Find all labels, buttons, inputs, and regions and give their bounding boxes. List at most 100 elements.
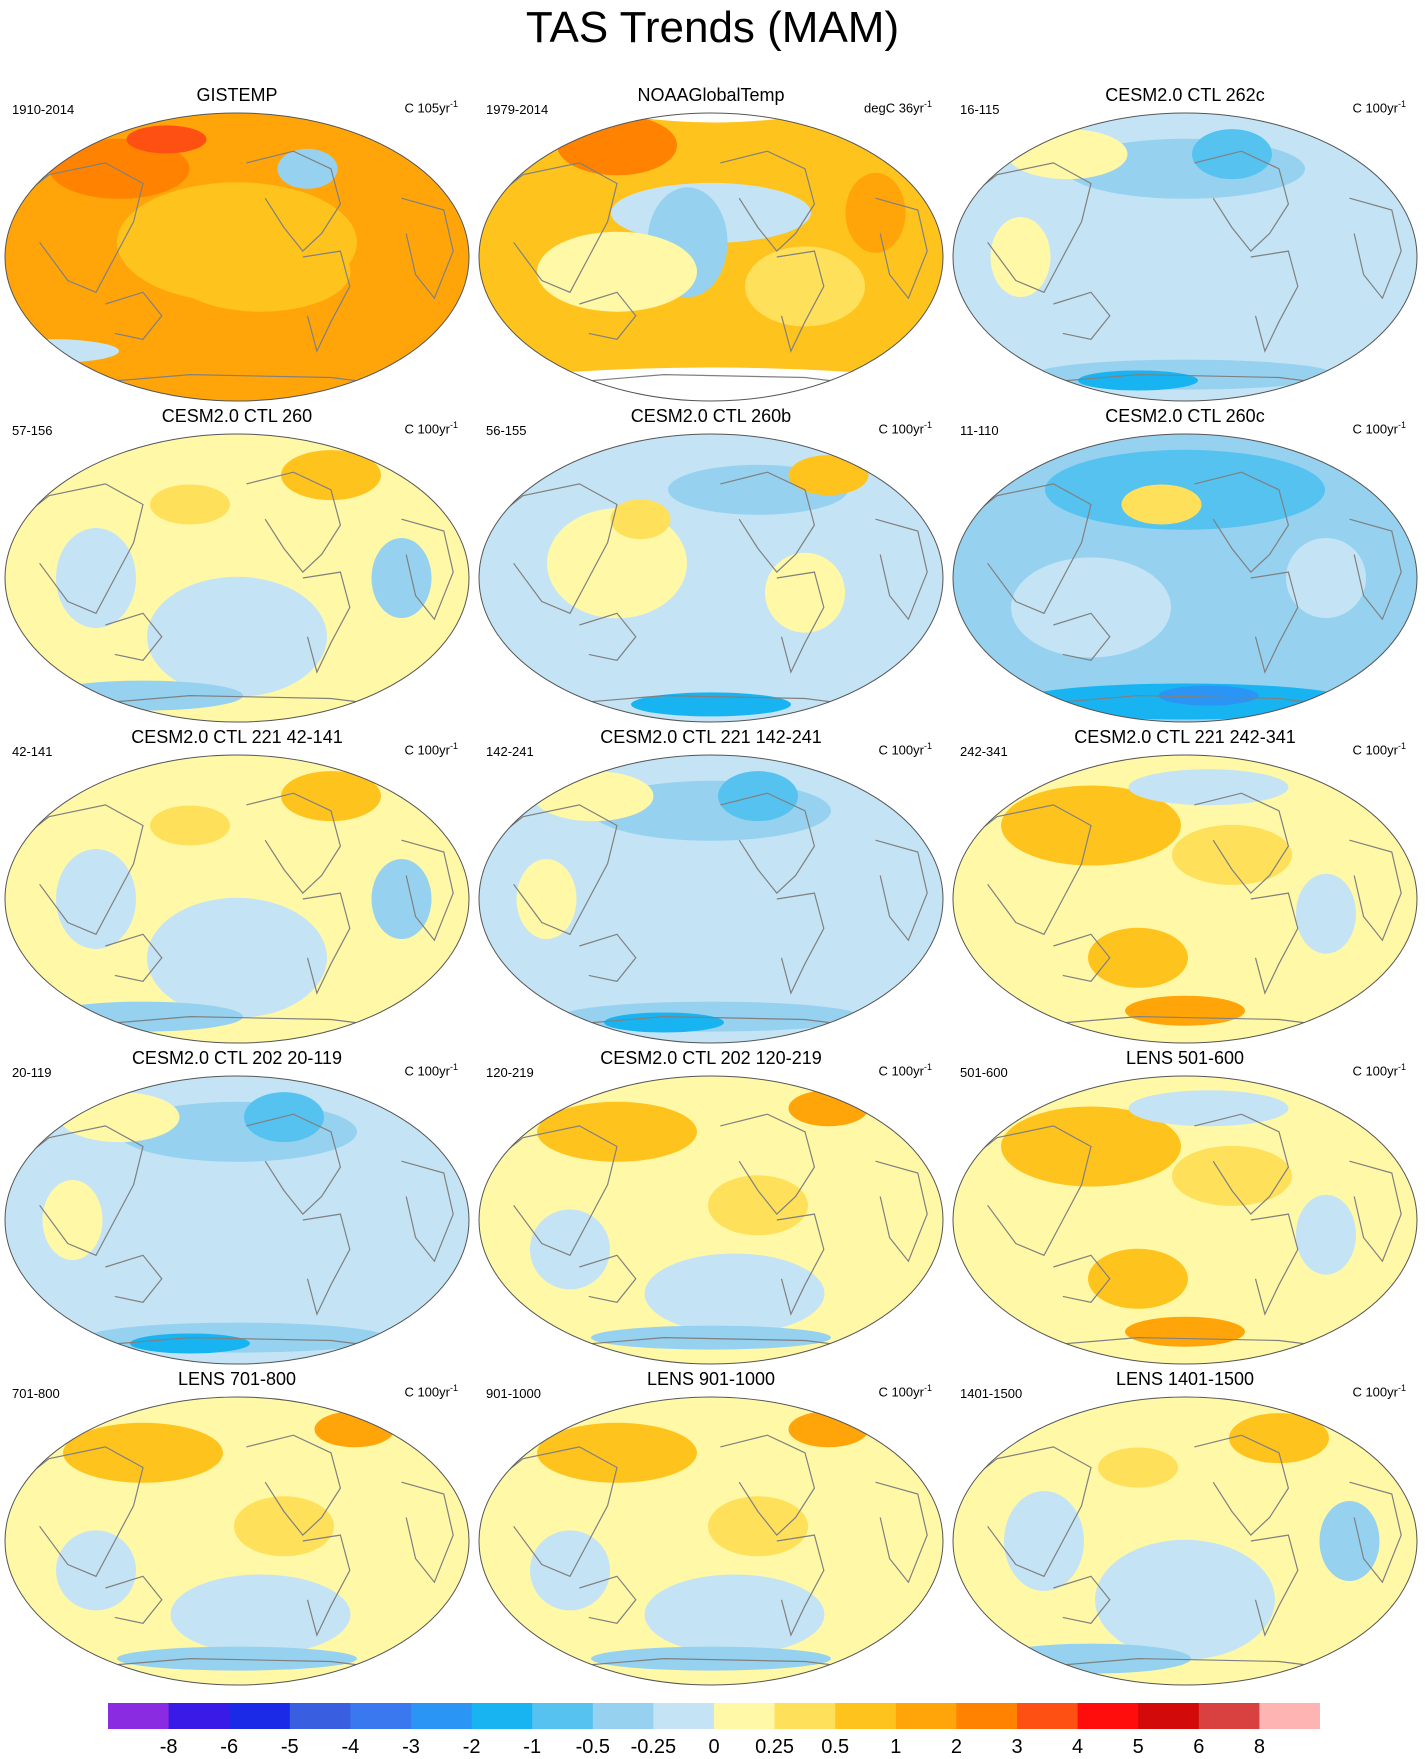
panel-year-range: 42-141 <box>12 744 53 759</box>
trend-region <box>745 246 865 327</box>
trend-map <box>4 754 470 1044</box>
trend-region <box>1319 1501 1380 1581</box>
panel-title: CESM2.0 CTL 221 42-141 <box>131 727 343 747</box>
trend-region <box>591 1646 831 1671</box>
panel-year-range: 901-1000 <box>486 1386 541 1401</box>
trend-region <box>150 484 230 525</box>
coastline <box>1194 471 1290 573</box>
map-panel: CESM2.0 CTL 202 120-219 120-219 C 100yr-1 <box>476 1047 946 1367</box>
trend-region <box>1088 927 1188 988</box>
coastline <box>875 1160 928 1263</box>
coastline <box>720 1113 816 1215</box>
colorbar-label: -5 <box>281 1736 299 1755</box>
coastline <box>302 250 351 353</box>
units-text: C 100yr <box>1352 1384 1398 1400</box>
units-exponent: -1 <box>923 1383 932 1393</box>
trend-region <box>59 1092 180 1143</box>
coastline <box>1250 1213 1299 1316</box>
coastline <box>875 1481 928 1584</box>
trend-region <box>788 455 869 496</box>
units-text: C 100yr <box>404 1384 450 1400</box>
trend-map <box>478 433 944 723</box>
panel-title: CESM2.0 CTL 202 120-219 <box>600 1048 822 1068</box>
coastline <box>1349 518 1402 621</box>
colorbar-label: -4 <box>342 1736 360 1755</box>
panel-year-range: 501-600 <box>960 1065 1008 1080</box>
map-panel: LENS 901-1000 901-1000 C 100yr-1 <box>476 1368 946 1688</box>
units-text: C 100yr <box>1352 421 1398 437</box>
trend-region <box>1172 1145 1292 1206</box>
coastline <box>959 1446 1092 1578</box>
trend-region <box>1172 824 1292 885</box>
coastline <box>776 892 825 995</box>
map-border <box>478 1075 944 1365</box>
trend-region <box>644 1253 825 1334</box>
coastline <box>401 197 454 300</box>
colorbar-label: 3 <box>1011 1736 1022 1755</box>
trend-region <box>150 805 230 846</box>
map-border <box>4 112 470 402</box>
map-border <box>478 754 944 1044</box>
map-panel: CESM2.0 CTL 262c 16-115 C 100yr-1 <box>950 84 1420 404</box>
coastline <box>776 571 825 674</box>
trend-region <box>42 1180 103 1260</box>
map-border <box>952 112 1418 402</box>
panel-year-range: 1979-2014 <box>486 102 549 117</box>
panel-units: C 100yr-1 <box>1250 1380 1406 1400</box>
trend-map <box>4 1075 470 1365</box>
units-text: C 105yr <box>404 100 450 116</box>
units-text: C 100yr <box>404 1063 450 1079</box>
coastline <box>959 483 1092 615</box>
coastline <box>11 804 144 936</box>
trend-map <box>952 754 1418 1044</box>
units-text: C 100yr <box>404 421 450 437</box>
coastline <box>875 839 928 942</box>
panel-units: C 100yr-1 <box>302 417 458 437</box>
colorbar-swatch <box>835 1703 897 1729</box>
map-panel: CESM2.0 CTL 260 57-156 C 100yr-1 <box>2 405 472 725</box>
panel-title: LENS 701-800 <box>177 1369 297 1389</box>
figure-title: TAS Trends (MAM) <box>525 3 900 52</box>
coastline <box>302 892 351 995</box>
coastline <box>1349 197 1402 300</box>
panel-title: LENS 901-1000 <box>646 1369 776 1389</box>
units-exponent: -1 <box>923 741 932 751</box>
colorbar-label: 1 <box>890 1736 901 1755</box>
trend-region <box>845 172 906 253</box>
trend-region <box>1128 769 1289 806</box>
trend-region <box>281 450 381 501</box>
coastline <box>485 483 618 615</box>
trend-region <box>533 771 654 822</box>
panel-title: CESM2.0 CTL 262c <box>1105 85 1265 105</box>
colorbar-swatch <box>471 1703 533 1729</box>
map-panel: CESM2.0 CTL 221 42-141 42-141 C 100yr-1 <box>2 726 472 1046</box>
coastline <box>246 1434 342 1536</box>
coastline <box>485 804 618 936</box>
trend-region <box>990 217 1051 297</box>
trend-region <box>147 897 327 1018</box>
trend-region <box>1296 1194 1356 1275</box>
coastline <box>1194 1434 1290 1536</box>
coastline <box>579 1575 637 1624</box>
colorbar-label: 4 <box>1072 1736 1083 1755</box>
panel-units: C 100yr-1 <box>1250 96 1406 116</box>
units-exponent: -1 <box>449 741 458 751</box>
trend-region <box>117 1646 357 1671</box>
map-border <box>952 1396 1418 1686</box>
coastline <box>105 291 163 340</box>
trend-region <box>1125 995 1245 1026</box>
coastline <box>246 1113 342 1215</box>
colorbar-swatch <box>714 1703 776 1729</box>
panel-units: C 100yr-1 <box>302 1059 458 1079</box>
trend-region <box>49 138 190 199</box>
trend-region <box>1229 1413 1329 1464</box>
map-border <box>478 1396 944 1686</box>
colorbar-swatch <box>956 1703 1018 1729</box>
coastline <box>105 612 163 661</box>
coastline <box>579 291 637 340</box>
units-exponent: -1 <box>449 1062 458 1072</box>
colorbar-swatch <box>1259 1703 1320 1729</box>
trend-region <box>56 1530 136 1611</box>
trend-map <box>952 112 1418 402</box>
coastline <box>1053 612 1111 661</box>
